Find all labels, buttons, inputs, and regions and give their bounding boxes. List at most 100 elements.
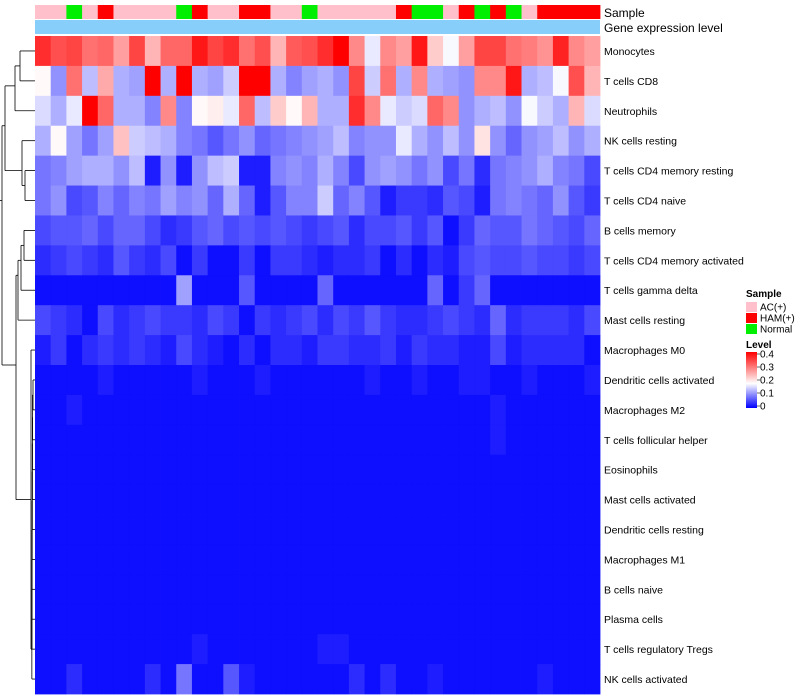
heatmap-cell bbox=[270, 454, 287, 486]
heatmap-cell bbox=[50, 215, 67, 246]
heatmap-cell bbox=[521, 634, 538, 665]
heatmap-cell bbox=[474, 245, 491, 276]
sample-annotation-cell bbox=[191, 5, 209, 19]
heatmap-cell bbox=[505, 544, 522, 575]
heatmap-cell bbox=[160, 634, 177, 665]
row-label: T cells CD4 naive bbox=[604, 196, 686, 208]
heatmap-cell bbox=[113, 95, 130, 127]
heatmap-cell bbox=[176, 245, 193, 276]
heatmap-cell bbox=[286, 484, 303, 515]
heatmap-cell bbox=[144, 544, 161, 575]
heatmap-cell bbox=[66, 335, 83, 366]
heatmap-cell bbox=[176, 275, 193, 306]
heatmap-cell bbox=[50, 305, 67, 336]
heatmap-cell bbox=[505, 95, 522, 127]
heatmap-cell bbox=[364, 574, 381, 605]
heatmap-cell bbox=[239, 335, 256, 366]
heatmap-cell bbox=[537, 245, 554, 276]
heatmap-cell bbox=[191, 604, 209, 635]
heatmap-cell bbox=[490, 664, 507, 695]
heatmap-cell bbox=[348, 155, 365, 186]
heatmap-cell bbox=[411, 305, 428, 336]
heatmap-cell bbox=[301, 95, 318, 127]
heatmap-cell bbox=[490, 365, 507, 396]
heatmap-cell bbox=[191, 65, 209, 97]
heatmap-cell bbox=[270, 155, 287, 186]
heatmap-cell bbox=[270, 634, 287, 665]
heatmap-cell bbox=[160, 394, 177, 426]
heatmap-cell bbox=[584, 514, 601, 545]
heatmap-cell bbox=[270, 424, 287, 456]
heatmap-cell bbox=[113, 305, 130, 336]
heatmap-cell bbox=[160, 544, 177, 575]
heatmap-cell bbox=[223, 365, 240, 396]
heatmap-cell bbox=[474, 604, 491, 635]
heatmap-cell bbox=[552, 424, 570, 456]
heatmap-cell bbox=[317, 424, 334, 456]
heatmap-cell bbox=[113, 394, 130, 426]
heatmap-cell bbox=[144, 275, 161, 306]
heatmap-cell bbox=[474, 335, 491, 366]
heatmap-cell bbox=[144, 454, 161, 486]
heatmap-cell bbox=[254, 634, 271, 665]
heatmap-cell bbox=[301, 424, 318, 456]
heatmap-cell bbox=[50, 65, 67, 97]
heatmap-cell bbox=[380, 514, 397, 545]
heatmap-cell bbox=[364, 514, 381, 545]
heatmap-cell bbox=[270, 544, 287, 575]
heatmap-cell bbox=[490, 155, 507, 186]
heatmap-cell bbox=[458, 664, 475, 695]
heatmap-cell bbox=[223, 394, 240, 426]
heatmap-cell bbox=[223, 155, 240, 186]
heatmap-cell bbox=[82, 424, 99, 456]
heatmap-cell bbox=[66, 484, 83, 515]
heatmap-cell bbox=[552, 574, 570, 605]
heatmap-cell bbox=[427, 365, 444, 396]
sample-annotation-cell bbox=[380, 5, 397, 19]
heatmap-cell bbox=[66, 275, 83, 306]
heatmap-cell bbox=[427, 454, 444, 486]
heatmap-cell bbox=[66, 305, 83, 336]
heatmap-cell bbox=[380, 245, 397, 276]
heatmap-cell bbox=[537, 125, 554, 157]
heatmap-cell bbox=[254, 275, 271, 306]
heatmap-cell bbox=[380, 484, 397, 515]
heatmap-cell bbox=[254, 604, 271, 635]
heatmap-cell bbox=[427, 335, 444, 366]
heatmap-cell bbox=[97, 484, 114, 515]
heatmap-cell bbox=[270, 65, 287, 97]
heatmap-cell bbox=[490, 275, 507, 306]
heatmap-cell bbox=[521, 604, 538, 635]
heatmap-cell bbox=[176, 215, 193, 246]
heatmap-cell bbox=[474, 424, 491, 456]
heatmap-cell bbox=[537, 155, 554, 186]
heatmap-cell bbox=[160, 185, 177, 216]
heatmap-cell bbox=[50, 275, 67, 306]
heatmap-cell bbox=[584, 155, 601, 186]
heatmap-cell bbox=[129, 454, 146, 486]
sample-annotation-cell bbox=[427, 5, 444, 19]
heatmap-cell bbox=[521, 95, 538, 127]
row-label: Eosinophils bbox=[604, 465, 658, 477]
heatmap-cell bbox=[129, 335, 146, 366]
heatmap-cell bbox=[490, 95, 507, 127]
heatmap-cell bbox=[333, 365, 350, 396]
heatmap-cell bbox=[490, 335, 507, 366]
heatmap-cell bbox=[521, 574, 538, 605]
heatmap-cell bbox=[113, 664, 130, 695]
sample-annotation-cell bbox=[537, 5, 554, 19]
heatmap-cell bbox=[97, 424, 114, 456]
heatmap-cell bbox=[348, 514, 365, 545]
heatmap-cell bbox=[82, 305, 99, 336]
heatmap-cell bbox=[584, 185, 601, 216]
heatmap-cell bbox=[427, 275, 444, 306]
heatmap-cell bbox=[380, 185, 397, 216]
heatmap-cell bbox=[395, 305, 413, 336]
row-label: T cells CD4 memory resting bbox=[604, 166, 733, 178]
heatmap-cell bbox=[82, 604, 99, 635]
heatmap-cell bbox=[317, 634, 334, 665]
heatmap-cell bbox=[301, 604, 318, 635]
heatmap-cell bbox=[50, 544, 67, 575]
heatmap-cell bbox=[333, 604, 350, 635]
heatmap-cell bbox=[35, 95, 52, 127]
